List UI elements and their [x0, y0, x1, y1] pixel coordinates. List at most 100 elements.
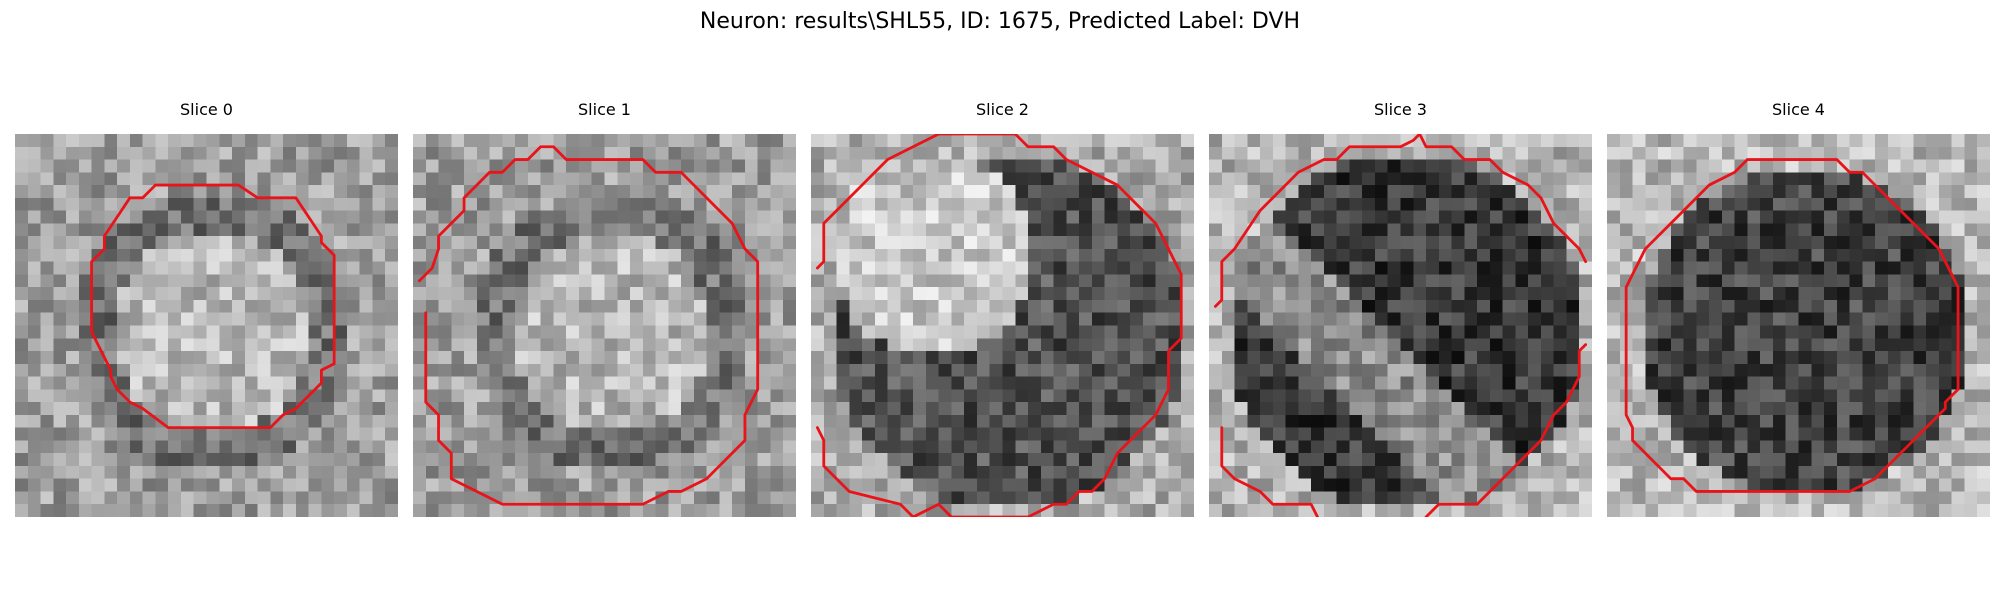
pixel: [1645, 287, 1659, 301]
pixel: [887, 453, 901, 467]
pixel: [1091, 312, 1105, 326]
pixel: [681, 210, 695, 224]
pixel: [1413, 376, 1427, 390]
pixel: [938, 146, 952, 160]
pixel: [451, 338, 465, 352]
pixel: [1426, 491, 1440, 505]
pixel: [1374, 427, 1388, 441]
pixel: [1477, 389, 1491, 403]
pixel: [604, 248, 618, 262]
pixel: [180, 453, 194, 467]
pixel: [155, 172, 169, 186]
pixel: [1798, 299, 1812, 313]
pixel: [502, 351, 516, 365]
pixel: [874, 389, 888, 403]
pixel: [1785, 363, 1799, 377]
pixel: [668, 159, 682, 173]
pixel: [668, 210, 682, 224]
pixel: [385, 159, 398, 173]
pixel: [359, 440, 373, 454]
pixel: [1272, 338, 1286, 352]
pixel: [668, 414, 682, 428]
pixel: [964, 261, 978, 275]
pixel: [1387, 210, 1401, 224]
pixel: [1913, 172, 1927, 186]
pixel: [732, 402, 746, 416]
pixel: [527, 478, 541, 492]
pixel: [244, 504, 258, 517]
pixel: [1566, 210, 1580, 224]
pixel: [1285, 159, 1299, 173]
pixel: [1464, 236, 1478, 250]
pixel: [359, 185, 373, 199]
pixel: [1566, 172, 1580, 186]
pixel: [1515, 376, 1529, 390]
pixel: [1477, 159, 1491, 173]
pixel: [1477, 134, 1491, 148]
pixel: [1658, 325, 1672, 339]
pixel: [193, 376, 207, 390]
pixel: [1502, 236, 1516, 250]
pixel: [1104, 427, 1118, 441]
pixel: [1553, 453, 1567, 467]
pixel: [1721, 440, 1735, 454]
pixel: [1053, 236, 1067, 250]
pixel: [1938, 287, 1952, 301]
pixel: [1964, 427, 1978, 441]
pixel: [180, 287, 194, 301]
pixel: [1181, 478, 1194, 492]
pixel: [1311, 287, 1325, 301]
pixel: [295, 427, 309, 441]
pixel: [1709, 274, 1723, 288]
pixel: [1553, 287, 1567, 301]
pixel: [1400, 491, 1414, 505]
pixel: [938, 248, 952, 262]
pixel: [1849, 414, 1863, 428]
pixel: [1221, 261, 1235, 275]
pixel: [540, 440, 554, 454]
pixel: [1028, 185, 1042, 199]
pixel: [1298, 274, 1312, 288]
pixel: [527, 312, 541, 326]
pixel: [359, 491, 373, 505]
pixel: [27, 440, 41, 454]
pixel: [1374, 197, 1388, 211]
pixel: [1875, 299, 1889, 313]
pixel: [1451, 427, 1465, 441]
pixel: [15, 363, 29, 377]
pixel: [1502, 299, 1516, 313]
pixel: [1438, 146, 1452, 160]
pixel: [591, 159, 605, 173]
pixel: [976, 363, 990, 377]
pixel: [1168, 185, 1182, 199]
pixel: [476, 363, 490, 377]
pixel: [27, 312, 41, 326]
pixel: [1438, 287, 1452, 301]
pixel: [1540, 504, 1554, 517]
pixel: [823, 427, 837, 441]
pixel: [1413, 440, 1427, 454]
pixel: [1104, 274, 1118, 288]
pixel: [630, 134, 644, 148]
pixel: [1142, 453, 1156, 467]
pixel: [1502, 363, 1516, 377]
pixel: [283, 274, 297, 288]
pixel: [1323, 146, 1337, 160]
pixel: [1632, 414, 1646, 428]
pixel: [1785, 478, 1799, 492]
pixel: [193, 325, 207, 339]
pixel: [413, 185, 427, 199]
pixel: [346, 325, 360, 339]
pixel: [1221, 325, 1235, 339]
pixel: [40, 440, 54, 454]
pixel: [1734, 197, 1748, 211]
pixel: [425, 351, 439, 365]
pixel: [887, 414, 901, 428]
pixel: [849, 287, 863, 301]
pixel: [591, 389, 605, 403]
pixel: [1721, 363, 1735, 377]
pixel: [1528, 261, 1542, 275]
pixel: [1515, 210, 1529, 224]
pixel: [1619, 261, 1633, 275]
pixel: [1028, 236, 1042, 250]
